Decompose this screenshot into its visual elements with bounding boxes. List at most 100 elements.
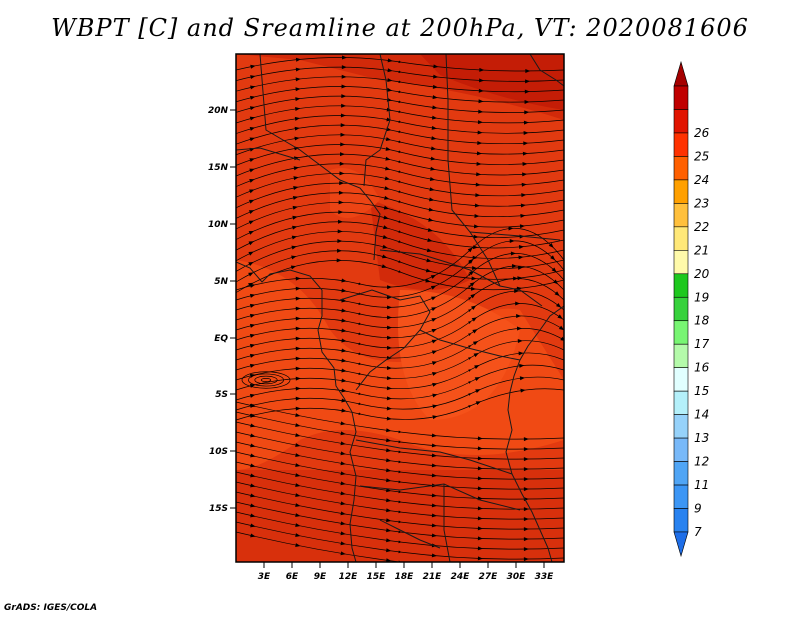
streamline-arrow	[295, 77, 301, 82]
streamline-arrow	[477, 466, 483, 471]
streamline-arrow	[432, 105, 438, 110]
streamline-arrow	[295, 386, 301, 391]
streamline	[236, 153, 564, 177]
streamline-arrow	[431, 453, 437, 458]
streamline-arrow	[473, 353, 479, 358]
streamline-arrow	[515, 301, 521, 306]
streamline-arrow	[387, 78, 393, 83]
streamline-arrow	[523, 437, 529, 442]
streamline-arrow	[248, 199, 255, 204]
streamline-arrow	[386, 458, 392, 463]
streamline-arrow	[387, 58, 393, 63]
streamline	[236, 182, 564, 209]
streamline	[236, 401, 564, 440]
streamline-arrow	[341, 368, 347, 373]
country-borders	[236, 54, 564, 562]
streamline-arrow	[520, 213, 526, 218]
streamline-arrow	[477, 486, 483, 491]
streamline-arrow	[431, 553, 437, 558]
streamline-arrow	[386, 498, 392, 503]
streamline-arrow	[386, 406, 392, 411]
streamline-arrow	[295, 346, 301, 351]
streamline-arrow	[387, 325, 393, 330]
streamline-arrow	[428, 207, 434, 212]
streamline-arrow	[426, 258, 432, 263]
streamline-arrow	[295, 306, 301, 311]
streamline-arrow	[387, 335, 393, 340]
streamline-arrow	[431, 350, 438, 355]
streamline-arrow	[250, 403, 256, 408]
streamline-arrow	[472, 341, 479, 346]
streamline	[236, 388, 564, 421]
streamline-arrow	[433, 64, 439, 69]
streamline-arrow	[524, 110, 530, 115]
streamline-arrow	[341, 328, 347, 333]
streamline	[236, 511, 564, 550]
lon-label: 12E	[339, 572, 359, 582]
streamline-arrow	[557, 314, 563, 319]
streamline-arrow	[476, 161, 482, 166]
streamline-arrow	[523, 487, 529, 492]
streamline-arrow	[295, 453, 301, 457]
streamline-arrow	[550, 255, 556, 261]
streamline-arrow	[295, 483, 301, 487]
colorbar-swatch	[673, 156, 689, 181]
streamline-arrow	[477, 140, 483, 145]
streamline-arrow	[341, 55, 348, 60]
streamline-arrow	[385, 156, 391, 161]
streamline-arrow	[431, 125, 437, 130]
streamline-arrow	[431, 361, 438, 366]
streamline-arrow	[249, 106, 256, 111]
streamline-arrow	[470, 293, 476, 299]
streamline	[236, 86, 564, 103]
streamline-arrow	[386, 438, 392, 443]
colorbar-label: 12	[694, 455, 709, 469]
streamline-arrow	[295, 97, 301, 102]
streamline-arrow	[383, 205, 390, 210]
lon-label: 21E	[423, 572, 443, 582]
streamline-vortex	[254, 375, 278, 385]
streamline-arrow	[425, 268, 432, 273]
streamlines	[236, 55, 564, 562]
streamline-arrow	[249, 127, 256, 131]
streamline-arrow	[479, 67, 485, 72]
streamline-arrow	[295, 286, 301, 291]
streamline-arrow	[248, 230, 255, 235]
streamline-arrow	[386, 428, 392, 433]
streamline-arrow	[295, 523, 301, 527]
streamline-arrow	[523, 141, 529, 146]
streamline-arrow	[292, 205, 298, 210]
colorbar-label: 13	[694, 431, 709, 445]
streamline-arrow	[340, 142, 346, 147]
streamline-vortex	[248, 373, 284, 387]
streamline-arrow	[467, 247, 473, 253]
streamline-arrow	[340, 531, 346, 536]
colorbar-swatch	[673, 437, 689, 462]
streamline-arrow	[387, 285, 393, 290]
streamline-arrow	[249, 283, 256, 288]
streamline-arrow	[341, 278, 347, 283]
streamline-arrow	[387, 315, 393, 320]
streamline-arrow	[523, 457, 529, 462]
colorbar-swatch	[673, 390, 689, 415]
streamline-arrow	[514, 289, 520, 294]
streamline-arrow	[386, 366, 393, 371]
streamline-arrow	[523, 517, 529, 522]
streamline-arrow	[386, 518, 392, 523]
streamline-arrow	[554, 291, 560, 297]
streamline-arrow	[523, 120, 529, 125]
streamline-arrow	[430, 285, 437, 290]
streamline-arrow	[385, 146, 391, 151]
streamline-arrow	[560, 336, 564, 341]
colorbar-label: 11	[694, 478, 709, 492]
streamline-arrow	[523, 547, 529, 552]
streamline-arrow	[295, 503, 301, 507]
streamline-arrow	[471, 276, 477, 281]
streamline-arrow	[340, 481, 346, 486]
colorbar-label: 26	[694, 126, 710, 140]
streamline-arrow	[524, 89, 530, 94]
streamline-arrow	[341, 378, 347, 383]
streamline-arrow	[431, 328, 437, 333]
streamline-arrow	[518, 255, 524, 260]
colorbar-swatch	[673, 296, 689, 322]
